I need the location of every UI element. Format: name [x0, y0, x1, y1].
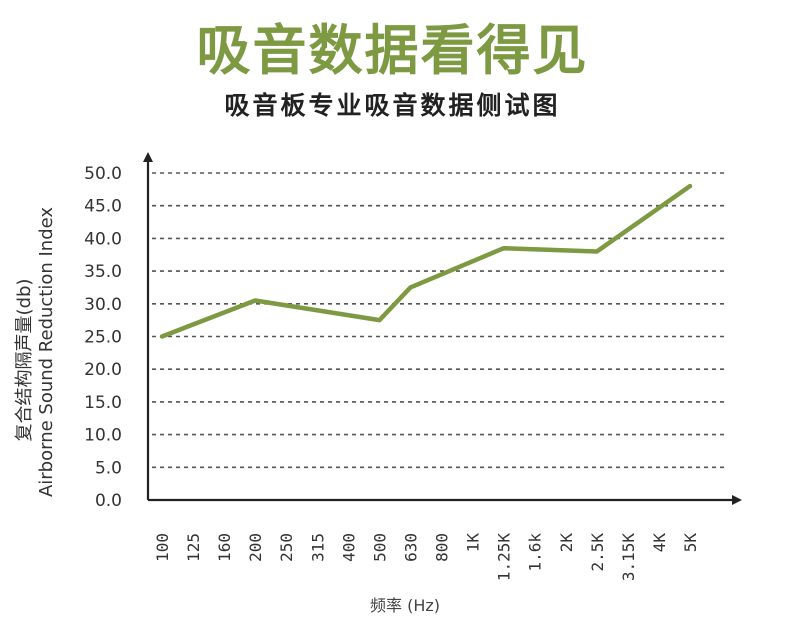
data-point [160, 334, 164, 339]
x-tick-label: 125 [184, 533, 203, 562]
data-point [501, 246, 506, 251]
x-tick-label: 800 [433, 533, 452, 562]
x-axis-label: 频率 (Hz) [370, 596, 440, 615]
x-tick-label: 315 [308, 533, 327, 562]
x-tick-label: 250 [277, 533, 296, 562]
axis-labels: 复合结构隔声量(db) Airborne Sound Reduction Ind… [14, 207, 440, 615]
series-lines [159, 183, 693, 339]
x-tick-label: 3.15K [619, 533, 638, 582]
x-tick-label: 160 [215, 533, 234, 562]
x-tick-labels: 100 125 160 200 250 315 400 500 630 800 1K 1.25K 1.6… [153, 533, 700, 582]
y-tick-label: 20.0 [84, 360, 122, 380]
axes [143, 152, 742, 505]
y-axis-arrow-icon [143, 152, 153, 162]
page-title: 吸音数据看得见 [196, 19, 589, 82]
x-tick-label: 1.6k [526, 533, 545, 572]
x-tick-label: 500 [370, 533, 389, 562]
y-tick-label: 40.0 [84, 229, 122, 249]
series-line [159, 183, 693, 339]
y-tick-label: 30.0 [84, 295, 122, 315]
data-point [688, 184, 693, 189]
data-point [377, 318, 382, 323]
x-tick-label: 4K [650, 533, 669, 553]
x-tick-label: 2K [557, 533, 576, 553]
x-tick-label: 1.25K [495, 533, 514, 582]
x-tick-label: 5K [681, 533, 700, 553]
y-tick-label: 35.0 [84, 262, 122, 282]
x-tick-label: 1K [464, 533, 483, 553]
y-tick-label: 15.0 [84, 393, 122, 413]
data-point [408, 285, 413, 290]
grid-lines [152, 172, 728, 469]
data-point [253, 298, 258, 303]
x-tick-label: 2.5K [588, 533, 607, 572]
x-tick-label: 400 [339, 533, 358, 562]
y-tick-label: 50.0 [84, 164, 122, 184]
y-axis-label-chinese: 复合结构隔声量(db) [14, 279, 35, 442]
y-tick-labels: 0.0 5.0 10.0 15.0 20.0 25.0 30.0 35.0 40.0 45.0 50… [84, 164, 122, 511]
y-tick-label: 25.0 [84, 328, 122, 348]
x-axis-arrow-icon [732, 495, 742, 505]
page-subtitle: 吸音板专业吸音数据侧试图 [224, 91, 561, 120]
x-tick-label: 630 [401, 533, 420, 562]
x-tick-label: 200 [246, 533, 265, 562]
y-axis-label-english: Airborne Sound Reduction Index [36, 207, 57, 497]
x-tick-label: 100 [153, 533, 172, 562]
data-point [594, 249, 599, 254]
y-tick-label: 10.0 [84, 426, 122, 446]
y-tick-label: 5.0 [95, 458, 122, 478]
y-tick-label: 45.0 [84, 197, 122, 217]
y-tick-label: 0.0 [95, 491, 122, 511]
